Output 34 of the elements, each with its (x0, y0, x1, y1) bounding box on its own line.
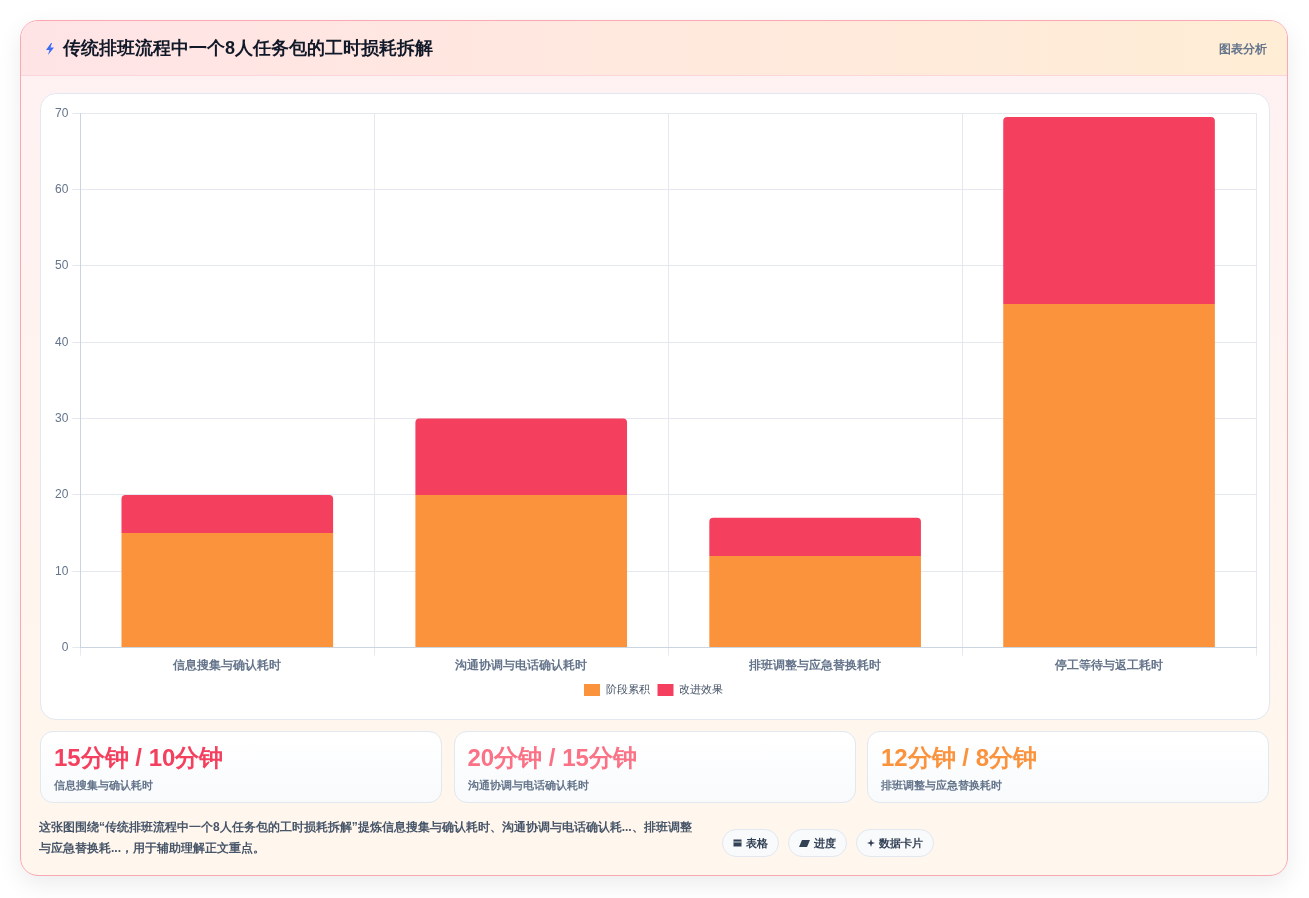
text: 图表分析 (1219, 41, 1267, 58)
text: 15分钟 / 10分钟 (54, 743, 224, 773)
y-tick-label: 60 (54, 181, 69, 196)
bar (415, 494, 628, 648)
text: 20分钟 / 15分钟 (467, 743, 637, 773)
bar (1003, 117, 1215, 305)
text: 进度 (814, 835, 836, 851)
y-tick-label: 30 (54, 410, 69, 425)
x-tick-label: 信息搜集与确认耗时 (172, 658, 282, 673)
text: 排班调整与应急替换耗时 (881, 778, 1002, 793)
bar (709, 517, 921, 556)
bar (121, 494, 334, 534)
y-tick-label: 20 (54, 487, 69, 502)
text: 信息搜集与确认耗时 (54, 778, 153, 793)
legend-label: 阶段累积 (605, 683, 650, 696)
bar (121, 533, 334, 648)
bar (1003, 304, 1215, 648)
x-tick-label: 排班调整与应急替换耗时 (748, 658, 882, 673)
x-tick-label: 沟通协调与电话确认耗时 (454, 658, 588, 673)
y-tick-label: 10 (54, 563, 69, 578)
x-tick-label: 停工等待与返工耗时 (1054, 658, 1164, 673)
y-tick-label: 0 (61, 639, 69, 654)
y-tick-label: 50 (54, 258, 69, 273)
text: 这张图围绕“传统排班流程中一个8人任务包的工时损耗拆解”提炼信息搜集与确认耗时、沟通协调与电话确认耗...、排班调整与应急替换耗...，用于辅助理解正文重点。 (39, 819, 693, 857)
text: 12分钟 / 8分钟 (881, 743, 1038, 773)
y-tick-label: 70 (54, 105, 69, 120)
text: 沟通协调与电话确认耗时 (467, 778, 589, 793)
text: 数据卡片 (879, 835, 923, 851)
bar (709, 555, 921, 648)
y-tick-label: 40 (54, 334, 69, 349)
bar (415, 418, 628, 495)
chart-title: 传统排班流程中一个8人任务包的工时损耗拆解 (63, 37, 434, 60)
legend-label: 改进效果 (679, 683, 723, 696)
text: 表格 (746, 835, 768, 851)
